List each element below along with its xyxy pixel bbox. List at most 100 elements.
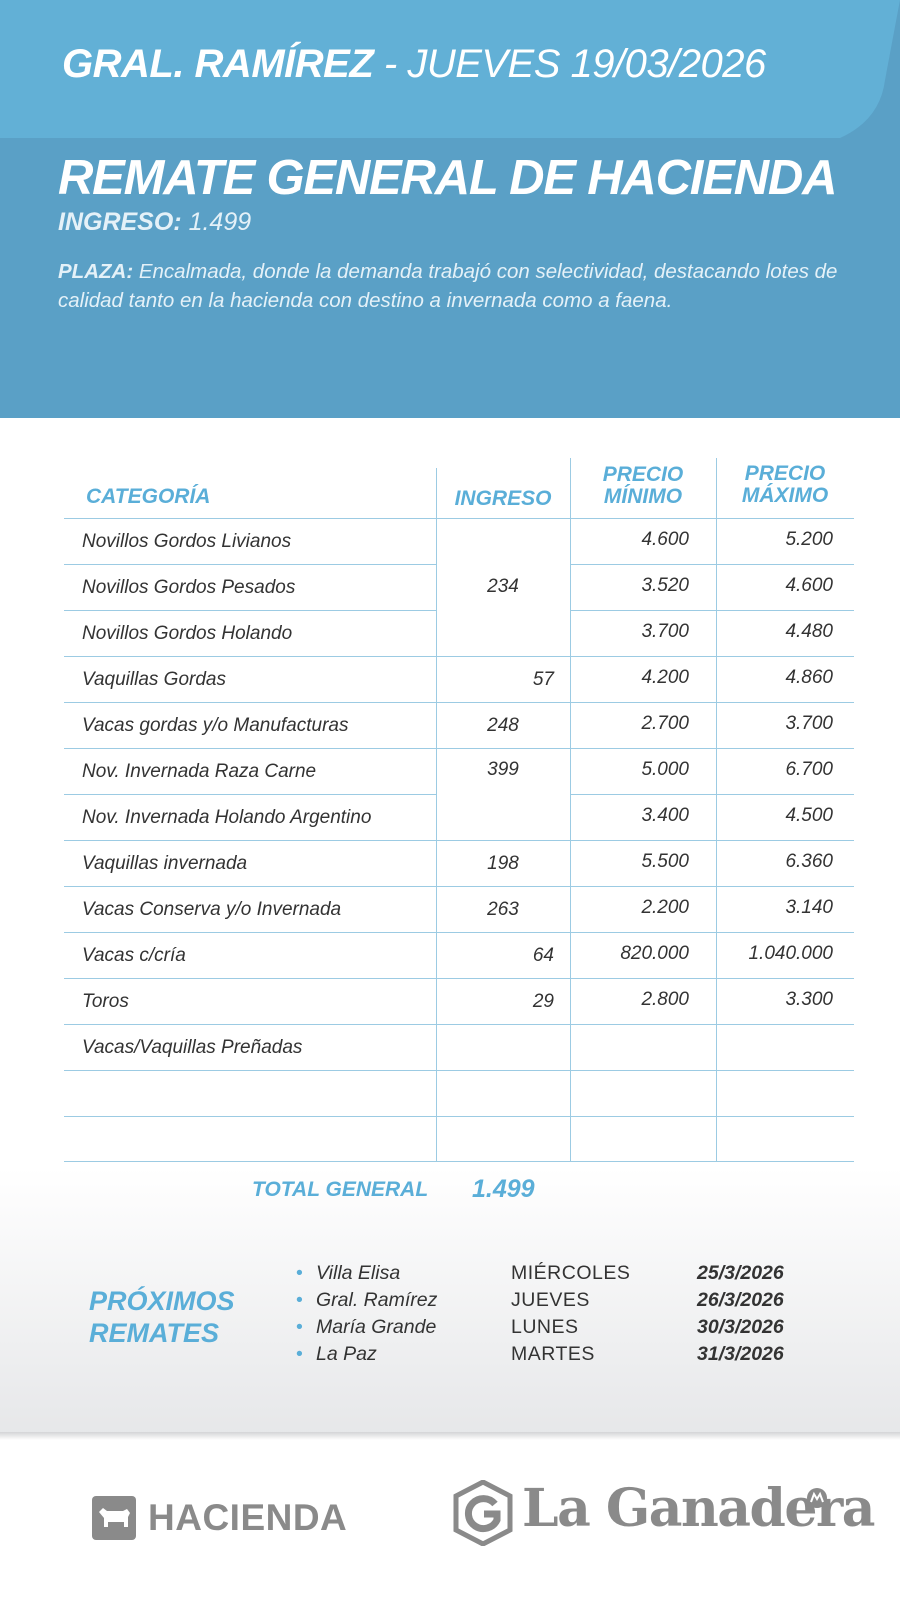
remate-day: MIÉRCOLES (511, 1262, 631, 1284)
cell-precio-min: 3.400 (641, 805, 689, 826)
row-divider (570, 794, 854, 795)
cell-precio-min: 2.700 (641, 713, 689, 734)
proximos-title-line-1: PRÓXIMOS (89, 1286, 235, 1316)
remate-date: 26/3/2026 (697, 1289, 784, 1311)
bullet-icon: • (296, 1343, 303, 1365)
cell-categoria: Vacas c/cría (82, 945, 186, 966)
cell-precio-min: 820.000 (620, 943, 689, 964)
table-divider (570, 458, 571, 1162)
cell-precio-max: 6.360 (785, 851, 833, 872)
cell-precio-min: 2.200 (641, 897, 689, 918)
row-divider (570, 564, 854, 565)
cell-ingreso: 29 (532, 991, 554, 1012)
cell-precio-max: 4.480 (785, 621, 833, 642)
plaza-summary: PLAZA: Encalmada, donde la demanda traba… (58, 257, 838, 315)
cell-categoria: Vaquillas Gordas (82, 669, 226, 690)
proximos-remates-title: PRÓXIMOS REMATES (89, 1285, 235, 1349)
row-divider (64, 564, 436, 565)
remate-date: 25/3/2026 (697, 1262, 784, 1284)
header-date: - JUEVES 19/03/2026 (373, 42, 766, 86)
header-categoria: CATEGORÍA (86, 485, 211, 508)
remate-place: Gral. Ramírez (316, 1289, 438, 1311)
remate-date: 30/3/2026 (697, 1316, 784, 1338)
cell-categoria: Novillos Gordos Pesados (82, 577, 296, 598)
cell-precio-max: 5.200 (785, 529, 833, 550)
table-body: Novillos Gordos Livianos 4.600 5.200 Nov… (64, 458, 854, 1162)
cell-precio-min: 4.600 (641, 529, 689, 550)
cell-ingreso: 198 (487, 853, 519, 874)
remate-day: MARTES (511, 1343, 595, 1365)
table-divider (436, 468, 437, 1162)
cell-precio-max: 4.500 (785, 805, 833, 826)
header-location: GRAL. RAMÍREZ (62, 42, 374, 86)
remate-place: María Grande (316, 1316, 437, 1338)
row-divider (64, 1024, 854, 1025)
cow-icon (92, 1496, 136, 1540)
row-divider (64, 886, 854, 887)
cell-categoria: Nov. Invernada Holando Argentino (82, 807, 372, 828)
cell-ingreso: 64 (532, 945, 554, 966)
bullet-icon: • (296, 1316, 303, 1338)
cell-precio-max: 6.700 (785, 759, 833, 780)
cell-ingreso: 263 (487, 899, 519, 920)
row-divider (64, 1161, 854, 1162)
plaza-label: PLAZA: (58, 260, 134, 283)
cell-precio-min: 2.800 (641, 989, 689, 1010)
cell-precio-max: 4.860 (785, 667, 833, 688)
cell-categoria: Vacas/Vaquillas Preñadas (82, 1037, 303, 1058)
header-precio-minimo-1: PRECIO (602, 463, 684, 486)
row-divider (64, 1070, 854, 1071)
cell-precio-max: 3.300 (785, 989, 833, 1010)
header-precio-minimo-2: MÍNIMO (603, 485, 683, 508)
summary-shadow (0, 1432, 900, 1440)
cell-precio-max: 1.040.000 (748, 943, 833, 964)
row-divider (64, 794, 436, 795)
row-divider (64, 702, 854, 703)
registered-mark-icon (807, 1488, 827, 1508)
cell-precio-min: 3.520 (641, 575, 689, 596)
cell-categoria: Novillos Gordos Livianos (82, 531, 292, 552)
hacienda-logo-text: HACIENDA (148, 1497, 348, 1538)
cell-precio-max: 3.700 (785, 713, 833, 734)
row-divider (64, 978, 854, 979)
remate-place: La Paz (316, 1343, 377, 1365)
table-divider (716, 458, 717, 1162)
page-title: REMATE GENERAL DE HACIENDA (58, 151, 837, 205)
prices-table: CATEGORÍA INGRESO PRECIO MÍNIMO PRECIO M… (64, 458, 854, 1162)
ingreso-label: INGRESO: (58, 208, 182, 236)
total-value: 1.499 (472, 1175, 535, 1203)
la-ganadera-logo-icon (453, 1480, 513, 1546)
row-divider (64, 656, 854, 657)
cell-ingreso-group: 234 (487, 576, 519, 597)
cell-categoria: Vacas gordas y/o Manufacturas (82, 715, 349, 736)
list-item: • María Grande LUNES 30/3/2026 (0, 1316, 900, 1343)
hero-panel (0, 138, 900, 418)
cell-categoria: Nov. Invernada Raza Carne (82, 761, 317, 782)
cell-ingreso-group: 399 (487, 759, 519, 780)
cell-precio-min: 4.200 (641, 667, 689, 688)
row-divider (64, 518, 854, 519)
cell-precio-min: 5.000 (641, 759, 689, 780)
ingreso-value: 1.499 (181, 208, 252, 236)
header-band (0, 0, 900, 138)
header-precio-maximo-2: MÁXIMO (741, 484, 829, 507)
remate-place: Villa Elisa (316, 1262, 401, 1284)
cell-categoria: Novillos Gordos Holando (82, 623, 293, 644)
cell-precio-max: 4.600 (785, 575, 833, 596)
ingreso-summary: INGRESO: 1.499 (58, 208, 251, 237)
cell-categoria: Vacas Conserva y/o Invernada (82, 899, 342, 920)
cell-ingreso: 57 (532, 669, 554, 690)
remate-day: LUNES (511, 1316, 579, 1338)
total-label: TOTAL GENERAL (252, 1178, 429, 1201)
list-item: • Villa Elisa MIÉRCOLES 25/3/2026 (0, 1262, 900, 1289)
proximos-title-line-2: REMATES (89, 1318, 220, 1348)
row-divider (64, 1116, 854, 1117)
cell-precio-max: 3.140 (785, 897, 833, 918)
cell-ingreso: 248 (487, 715, 519, 736)
bullet-icon: • (296, 1289, 303, 1311)
header-ingreso: INGRESO (454, 487, 552, 510)
plaza-text: Encalmada, donde la demanda trabajó con … (58, 260, 838, 312)
remate-date: 31/3/2026 (697, 1343, 784, 1365)
row-divider (64, 610, 436, 611)
cell-categoria: Vaquillas invernada (82, 853, 248, 874)
